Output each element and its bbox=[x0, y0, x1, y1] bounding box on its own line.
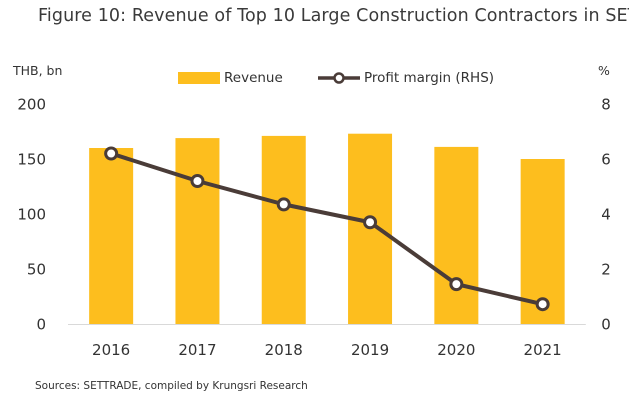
x-axis-tick-label: 2021 bbox=[524, 341, 562, 359]
chart-plot: 0 50 100 150 200 0 2 4 6 8 2016 2017 2018 2019 2020 202… bbox=[17, 96, 611, 360]
bar-revenue-2020 bbox=[434, 146, 479, 324]
point-profit-margin-2017 bbox=[190, 174, 205, 188]
left-axis-tick-label: 100 bbox=[17, 206, 46, 224]
point-profit-margin-2018 bbox=[276, 197, 291, 212]
x-axis-tick-label: 2017 bbox=[178, 341, 216, 359]
right-axis-tick-label: 0 bbox=[601, 316, 611, 334]
left-axis-tick-label: 0 bbox=[36, 316, 46, 334]
point-profit-margin-2020 bbox=[449, 277, 464, 292]
x-axis-tick-label: 2020 bbox=[437, 341, 475, 359]
point-profit-margin-2016 bbox=[104, 146, 119, 161]
left-axis-tick-label: 150 bbox=[17, 151, 46, 169]
right-axis-tick-label: 4 bbox=[601, 206, 611, 224]
left-axis-tick-label: 200 bbox=[17, 96, 46, 114]
right-axis-unit: % bbox=[598, 63, 610, 78]
x-axis-tick-label: 2019 bbox=[351, 341, 389, 359]
bar-revenue-2018 bbox=[261, 135, 306, 324]
right-axis-tick-label: 6 bbox=[601, 151, 611, 169]
bar-revenue-2021 bbox=[520, 159, 565, 324]
bar-revenue-2017 bbox=[175, 138, 220, 324]
right-axis-tick-label: 8 bbox=[601, 96, 611, 114]
legend-item-revenue: Revenue bbox=[178, 70, 283, 86]
legend-label-revenue: Revenue bbox=[224, 70, 283, 86]
left-axis-unit: THB, bn bbox=[13, 63, 63, 78]
source-note: Sources: SETTRADE, compiled by Krungsri … bbox=[35, 380, 308, 392]
legend-line-swatch bbox=[318, 71, 360, 85]
point-profit-margin-2019 bbox=[363, 215, 378, 230]
x-axis-tick-label: 2018 bbox=[265, 341, 303, 359]
legend-item-profit-margin: Profit margin (RHS) bbox=[318, 70, 494, 86]
right-axis-tick-label: 2 bbox=[601, 261, 611, 279]
chart-title: Figure 10: Revenue of Top 10 Large Const… bbox=[38, 6, 629, 26]
line-profit-margin bbox=[110, 151, 544, 307]
legend-label-profit-margin: Profit margin (RHS) bbox=[364, 70, 495, 86]
x-axis-tick-label: 2016 bbox=[92, 341, 130, 359]
legend-bar-swatch bbox=[178, 72, 220, 84]
bar-revenue-2016 bbox=[89, 148, 134, 324]
point-profit-margin-2021 bbox=[535, 297, 550, 312]
left-axis-tick-label: 50 bbox=[27, 261, 46, 279]
